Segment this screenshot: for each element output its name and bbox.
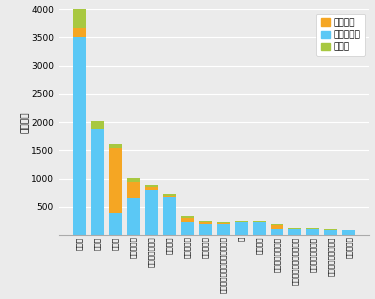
Bar bbox=[324, 230, 338, 235]
Bar bbox=[324, 229, 338, 230]
Bar bbox=[73, 37, 86, 235]
Bar bbox=[253, 222, 266, 235]
Bar bbox=[127, 178, 140, 182]
Bar bbox=[288, 229, 302, 235]
Bar bbox=[163, 197, 176, 235]
Bar bbox=[145, 187, 158, 190]
Bar bbox=[306, 229, 320, 235]
Bar bbox=[145, 184, 158, 187]
Y-axis label: （件数）: （件数） bbox=[21, 111, 30, 133]
Bar bbox=[163, 193, 176, 196]
Bar bbox=[109, 213, 122, 235]
Bar bbox=[288, 228, 302, 229]
Legend: 安全器材, 非安全器材, 無回答: 安全器材, 非安全器材, 無回答 bbox=[316, 13, 365, 56]
Bar bbox=[217, 224, 229, 235]
Bar bbox=[199, 221, 211, 222]
Bar bbox=[145, 190, 158, 235]
Bar bbox=[127, 199, 140, 235]
Bar bbox=[199, 222, 211, 224]
Bar bbox=[199, 224, 211, 235]
Bar bbox=[73, 3, 86, 28]
Bar bbox=[163, 196, 176, 197]
Bar bbox=[181, 222, 194, 235]
Bar bbox=[109, 144, 122, 148]
Bar bbox=[91, 129, 104, 235]
Bar bbox=[91, 121, 104, 129]
Bar bbox=[109, 148, 122, 213]
Bar bbox=[342, 230, 355, 235]
Bar bbox=[73, 28, 86, 37]
Bar bbox=[181, 216, 194, 218]
Bar bbox=[235, 222, 248, 235]
Bar bbox=[306, 228, 320, 229]
Bar bbox=[270, 229, 284, 235]
Bar bbox=[127, 182, 140, 199]
Bar bbox=[270, 224, 284, 225]
Bar bbox=[217, 222, 229, 224]
Bar bbox=[181, 218, 194, 222]
Bar bbox=[270, 225, 284, 229]
